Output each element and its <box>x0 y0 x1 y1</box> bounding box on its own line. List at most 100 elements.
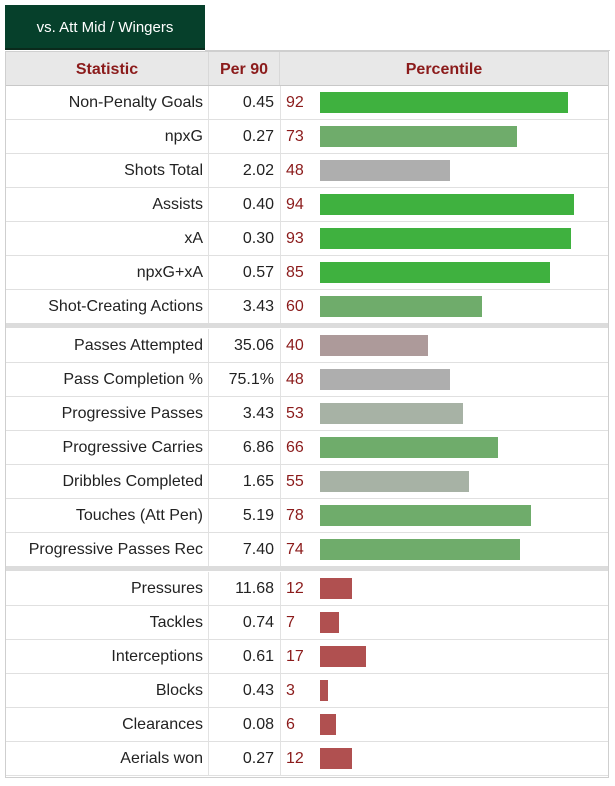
table-row: Aerials won 0.27 12 <box>6 742 608 776</box>
percentile-bar <box>320 714 336 735</box>
per90-value: 2.02 <box>208 154 280 187</box>
percentile-value: 48 <box>286 162 304 179</box>
percentile-value: 73 <box>286 128 304 145</box>
statistic-label: Passes Attempted <box>74 337 203 354</box>
table-row: Progressive Carries 6.86 66 <box>6 431 608 465</box>
percentile-bar <box>320 296 482 317</box>
percentile-bar <box>320 471 469 492</box>
per90-value: 1.65 <box>208 465 280 498</box>
percentile-value: 60 <box>286 298 304 315</box>
table-row: Pressures 11.68 12 <box>6 572 608 606</box>
per90-value: 0.61 <box>208 640 280 673</box>
percentile-cell <box>280 397 608 430</box>
statistic-label: Tackles <box>149 614 203 631</box>
per90-value: 7.40 <box>208 533 280 566</box>
table-row: Clearances 0.08 6 <box>6 708 608 742</box>
group-separator <box>6 566 608 571</box>
statistic-label: npxG+xA <box>136 264 203 281</box>
percentile-value: 17 <box>286 648 304 665</box>
percentile-bar <box>320 680 328 701</box>
percentile-bar <box>320 160 450 181</box>
table-row: Assists 0.40 94 <box>6 188 608 222</box>
percentile-cell <box>280 222 608 255</box>
statistic-label: Clearances <box>122 716 203 733</box>
per90-value: 0.27 <box>208 120 280 153</box>
per90-value: 75.1% <box>208 363 280 396</box>
header-per90[interactable]: Per 90 <box>208 52 280 85</box>
table-row: Progressive Passes Rec 7.40 74 <box>6 533 608 567</box>
statistic-label: Aerials won <box>120 750 203 767</box>
table-row: Tackles 0.74 7 <box>6 606 608 640</box>
percentile-cell <box>280 329 608 362</box>
percentile-value: 93 <box>286 230 304 247</box>
group-separator <box>6 323 608 328</box>
percentile-bar <box>320 369 450 390</box>
percentile-bar <box>320 505 531 526</box>
percentile-cell <box>280 290 608 323</box>
per90-value: 0.40 <box>208 188 280 221</box>
statistic-label: Shot-Creating Actions <box>48 298 203 315</box>
per90-value: 0.74 <box>208 606 280 639</box>
percentile-cell <box>280 188 608 221</box>
percentile-bar <box>320 748 352 769</box>
percentile-bar <box>320 539 520 560</box>
percentile-value: 12 <box>286 580 304 597</box>
percentile-cell <box>280 465 608 498</box>
header-statistic[interactable]: Statistic <box>75 61 139 78</box>
percentile-bar <box>320 646 366 667</box>
header-percentile[interactable]: Percentile <box>405 61 483 78</box>
per90-value: 6.86 <box>208 431 280 464</box>
tab-att-mid-wingers[interactable]: vs. Att Mid / Wingers <box>5 5 205 50</box>
percentile-cell <box>280 86 608 119</box>
percentile-value: 40 <box>286 337 304 354</box>
percentile-bar <box>320 578 352 599</box>
table-row: npxG 0.27 73 <box>6 120 608 154</box>
percentile-value: 78 <box>286 507 304 524</box>
table-row: npxG+xA 0.57 85 <box>6 256 608 290</box>
per90-value: 5.19 <box>208 499 280 532</box>
per90-value: 0.43 <box>208 674 280 707</box>
percentile-cell <box>280 742 608 775</box>
percentile-value: 48 <box>286 371 304 388</box>
statistic-label: npxG <box>164 128 203 145</box>
percentile-cell <box>280 120 608 153</box>
table-row: Shots Total 2.02 48 <box>6 154 608 188</box>
percentile-cell <box>280 533 608 566</box>
percentile-bar <box>320 262 550 283</box>
percentile-value: 6 <box>286 716 295 733</box>
percentile-cell <box>280 431 608 464</box>
percentile-value: 66 <box>286 439 304 456</box>
statistic-label: Progressive Passes <box>61 405 203 422</box>
per90-value: 0.45 <box>208 86 280 119</box>
per90-value: 11.68 <box>208 572 280 605</box>
percentile-bar <box>320 335 428 356</box>
table-row: Shot-Creating Actions 3.43 60 <box>6 290 608 324</box>
per90-value: 35.06 <box>208 329 280 362</box>
statistic-label: Pressures <box>130 580 203 597</box>
percentile-value: 55 <box>286 473 304 490</box>
table-header: Statistic Per 90 Percentile <box>6 52 608 86</box>
statistic-label: Assists <box>152 196 203 213</box>
table-row: Pass Completion % 75.1% 48 <box>6 363 608 397</box>
statistic-label: Shots Total <box>124 162 203 179</box>
percentile-table: Statistic Per 90 Percentile Non-Penalty … <box>5 51 609 778</box>
table-row: Interceptions 0.61 17 <box>6 640 608 674</box>
percentile-value: 85 <box>286 264 304 281</box>
percentile-cell <box>280 256 608 289</box>
per90-value: 0.27 <box>208 742 280 775</box>
tab-divider <box>205 50 610 51</box>
percentile-value: 92 <box>286 94 304 111</box>
per90-value: 0.30 <box>208 222 280 255</box>
statistic-label: xA <box>184 230 203 247</box>
percentile-cell <box>280 572 608 605</box>
percentile-value: 7 <box>286 614 295 631</box>
percentile-value: 74 <box>286 541 304 558</box>
percentile-value: 53 <box>286 405 304 422</box>
percentile-cell <box>280 640 608 673</box>
statistic-label: Touches (Att Pen) <box>75 507 203 524</box>
percentile-bar <box>320 612 339 633</box>
percentile-cell <box>280 499 608 532</box>
table-row: Touches (Att Pen) 5.19 78 <box>6 499 608 533</box>
table-row: Progressive Passes 3.43 53 <box>6 397 608 431</box>
percentile-value: 3 <box>286 682 295 699</box>
